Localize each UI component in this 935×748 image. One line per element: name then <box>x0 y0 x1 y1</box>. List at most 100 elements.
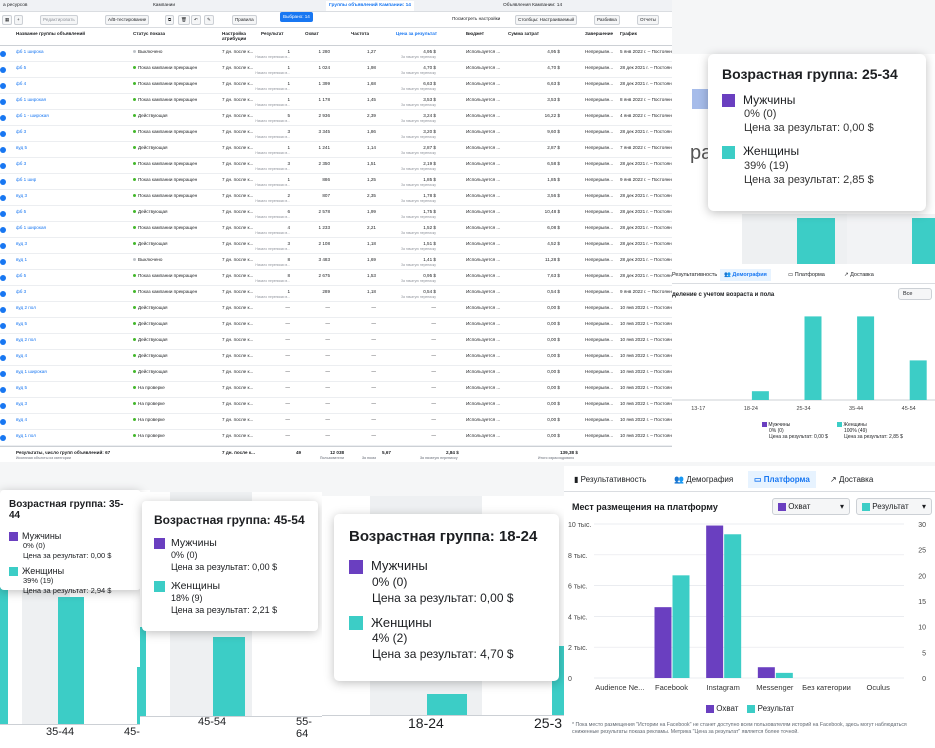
toggle-switch[interactable] <box>0 307 6 313</box>
col-end[interactable]: Завершение <box>585 31 614 36</box>
col-reach[interactable]: Охват <box>305 31 319 36</box>
cell-name[interactable]: вуд 3 <box>16 241 27 246</box>
delete-icon[interactable]: 🗑 <box>178 15 190 25</box>
cell-name[interactable]: фб 3 <box>16 289 27 294</box>
tab-platform[interactable]: ▭ Платформа <box>748 471 816 488</box>
columns-button[interactable]: Столбцы: Настраиваемый <box>515 15 578 25</box>
toggle-switch[interactable] <box>0 259 6 265</box>
table-row[interactable]: фб 5 Показ кампании прекращен 7 дн. после … <box>0 270 672 286</box>
table-row[interactable]: фб 1 широкая Показ кампании прекращен 7 дн… <box>0 94 672 110</box>
col-spent[interactable]: Сумма затрат <box>508 31 540 36</box>
tab-performance[interactable]: Результативность <box>672 272 718 278</box>
toggle-switch[interactable] <box>0 403 6 409</box>
toggle-switch[interactable] <box>0 195 6 201</box>
cell-name[interactable]: фб 3 <box>16 129 27 134</box>
duplicate-icon[interactable]: ⧉ <box>165 15 175 25</box>
col-name[interactable]: Название группы объявлений <box>16 31 86 36</box>
toggle-switch[interactable] <box>0 211 6 217</box>
rules-button[interactable]: Правила <box>232 15 257 25</box>
toggle-switch[interactable] <box>0 275 6 281</box>
table-row[interactable]: фб 3 Показ кампании прекращен 7 дн. после … <box>0 126 672 142</box>
table-row[interactable]: фб 4 Показ кампании прекращен 7 дн. после … <box>0 78 672 94</box>
toggle-switch[interactable] <box>0 435 6 441</box>
table-row[interactable]: вуд 4 Действующая 7 дн. после к... — — — — Испо… <box>0 350 672 366</box>
cell-name[interactable]: фб 5 <box>16 273 27 278</box>
toggle-switch[interactable] <box>0 291 6 297</box>
tab-platform[interactable]: ▭ Платформа <box>788 272 825 278</box>
table-row[interactable]: вуд 4 На проверке 7 дн. после к... — — — — Испо… <box>0 414 672 430</box>
view-setup-toggle[interactable]: Посмотреть настройки <box>452 16 501 21</box>
table-row[interactable]: фб 1 - широкая Действующая 7 дн. после к..… <box>0 110 672 126</box>
cell-name[interactable]: вуд 1 <box>16 257 27 262</box>
table-row[interactable]: фб 3 Показ кампании прекращен 7 дн. после … <box>0 158 672 174</box>
toggle-switch[interactable] <box>0 419 6 425</box>
table-row[interactable]: фб 5 Действующая 7 дн. после к... 6 Начало п… <box>0 206 672 222</box>
toggle-switch[interactable] <box>0 179 6 185</box>
table-row[interactable]: вуд 1 Выключено 7 дн. после к... 8 Начало пе… <box>0 254 672 270</box>
tab-demographics[interactable]: 👥 Демография <box>720 269 771 281</box>
cell-name[interactable]: вуд 4 <box>16 353 27 358</box>
toggle-switch[interactable] <box>0 163 6 169</box>
toggle-switch[interactable] <box>0 243 6 249</box>
demo-filter-select[interactable]: Все <box>898 288 932 300</box>
col-result[interactable]: Результат <box>261 31 284 36</box>
tab-delivery[interactable]: ↗ Доставка <box>830 475 873 484</box>
table-row[interactable]: вуд 5 На проверке 7 дн. после к... — — — — Испо… <box>0 382 672 398</box>
toggle-switch[interactable] <box>0 51 6 57</box>
tab-demographics[interactable]: 👥 Демография <box>674 475 733 484</box>
cell-name[interactable]: вуд 5 <box>16 385 27 390</box>
cell-name[interactable]: вуд 4 <box>16 417 27 422</box>
cell-name[interactable]: фб 5 <box>16 65 27 70</box>
toggle-switch[interactable] <box>0 371 6 377</box>
table-row[interactable]: вуд 3 На проверке 7 дн. после к... — — — — Испо… <box>0 398 672 414</box>
tab-ad-sets[interactable]: Группы объявлений Кампании: 14 <box>326 1 414 11</box>
table-row[interactable]: вуд 5 Действующая 7 дн. после к... 1 Начало … <box>0 142 672 158</box>
tab-ads[interactable]: Объявления Кампании: 14 <box>503 3 563 8</box>
toggle-switch[interactable] <box>0 115 6 121</box>
cell-name[interactable]: вуд 5 <box>16 145 27 150</box>
table-row[interactable]: фб 3 Показ кампании прекращен 7 дн. после … <box>0 286 672 302</box>
cell-name[interactable]: фб 5 <box>16 209 27 214</box>
table-row[interactable]: вуд 2 пол Действующая 7 дн. после к... — — — —… <box>0 334 672 350</box>
reports-button[interactable]: Отчеты <box>637 15 659 25</box>
table-row[interactable]: вуд 3 Действующая 7 дн. после к... 3 Начало … <box>0 238 672 254</box>
cell-name[interactable]: вуд 3 <box>16 401 27 406</box>
cell-name[interactable]: фб 1 широка <box>16 49 44 54</box>
toggle-switch[interactable] <box>0 323 6 329</box>
table-row[interactable]: вуд 1 пол На проверке 7 дн. после к... — — — —… <box>0 430 672 446</box>
toggle-switch[interactable] <box>0 147 6 153</box>
metric-select-right[interactable]: Результат ▾ <box>856 498 932 515</box>
tab-delivery[interactable]: ↗ Доставка <box>844 272 874 278</box>
edit-button[interactable]: Редактировать <box>40 15 78 25</box>
cell-name[interactable]: фб 4 <box>16 81 27 86</box>
cell-name[interactable]: фб 3 <box>16 161 27 166</box>
ab-test-button[interactable]: A/B-тестирование <box>105 15 150 25</box>
cell-name[interactable]: фб 1 - широкая <box>16 113 49 118</box>
tab-performance[interactable]: ▮ Результативность <box>574 475 646 484</box>
undo-icon[interactable]: ↶ <box>191 15 201 25</box>
table-row[interactable]: фб 1 широкая Показ кампании прекращен 7 дн… <box>0 222 672 238</box>
col-budget[interactable]: Бюджет <box>466 31 485 36</box>
breakdown-button[interactable]: Разбивка <box>594 15 620 25</box>
table-row[interactable]: фб 1 широка Выключено 7 дн. после к... 1 Нач… <box>0 46 672 62</box>
table-row[interactable]: фб 1 шир Показ кампании прекращен 7 дн. по… <box>0 174 672 190</box>
col-attribution[interactable]: Настройка атрибуции <box>222 31 247 41</box>
table-row[interactable]: вуд 3 Показ кампании прекращен 7 дн. после… <box>0 190 672 206</box>
metric-select-left[interactable]: Охват ▾ <box>772 498 850 515</box>
toggle-switch[interactable] <box>0 131 6 137</box>
cell-name[interactable]: фб 1 шир <box>16 177 37 182</box>
table-row[interactable]: вуд 5 Действующая 7 дн. после к... — — — — Испо… <box>0 318 672 334</box>
col-cpr[interactable]: Цена за результат <box>396 31 438 36</box>
col-frequency[interactable]: Частота <box>351 31 370 36</box>
toggle-switch[interactable] <box>0 83 6 89</box>
add-icon[interactable]: + <box>14 15 23 25</box>
toggle-switch[interactable] <box>0 387 6 393</box>
cell-name[interactable]: вуд 1 широкая <box>16 369 47 374</box>
col-status[interactable]: Статус показа <box>133 31 166 36</box>
cell-name[interactable]: вуд 3 <box>16 193 27 198</box>
col-schedule[interactable]: График <box>620 31 637 36</box>
tag-icon[interactable]: ✎ <box>204 15 214 25</box>
table-row[interactable]: фб 5 Показ кампании прекращен 7 дн. после … <box>0 62 672 78</box>
toggle-switch[interactable] <box>0 99 6 105</box>
cell-name[interactable]: вуд 2 пол <box>16 337 36 342</box>
